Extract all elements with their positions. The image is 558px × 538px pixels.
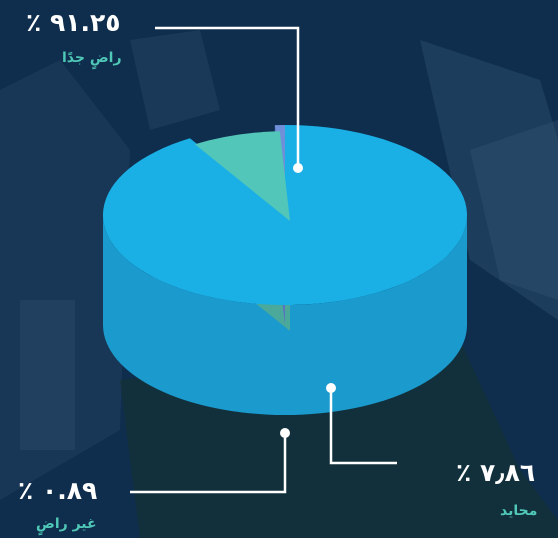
pie-slice-1 xyxy=(194,131,290,221)
very-satisfied-percent: ٪ ٩١.٢٥ xyxy=(26,8,121,37)
very-satisfied-label: راضٍ جدًا xyxy=(62,50,122,66)
neutral-percent: ٪ ٧٫٨٦ xyxy=(456,458,536,487)
leader-line-not-satisfied xyxy=(130,433,287,494)
leader-line-very-satisfied xyxy=(155,26,300,168)
neutral-label: محايد xyxy=(500,503,538,519)
leader-dot-very-satisfied xyxy=(293,163,303,173)
leader-line-neutral xyxy=(329,388,397,465)
not-satisfied-label: غير راضٍ xyxy=(36,516,97,532)
leader-dot-not-satisfied xyxy=(280,428,290,438)
leader-dot-neutral xyxy=(326,383,336,393)
not-satisfied-percent: ٪ ٠.٨٩ xyxy=(18,476,98,505)
